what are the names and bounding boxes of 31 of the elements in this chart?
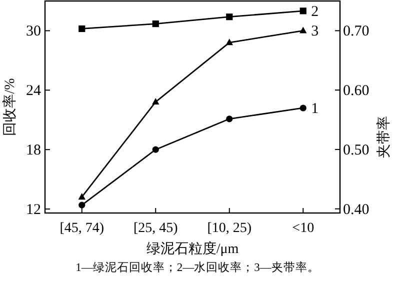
y-tick-label: 24 <box>26 83 42 100</box>
x-tick-label: [10, 25) <box>207 221 252 236</box>
y-tick-label: 30 <box>26 24 41 40</box>
series-label: 1 <box>311 100 319 117</box>
y2-tick-label: 0.40 <box>343 202 370 218</box>
point <box>78 202 86 208</box>
y-tick-label: 18 <box>26 142 41 159</box>
y2-tick-label: 0.50 <box>343 142 370 158</box>
series-label: 2 <box>311 4 319 20</box>
x-tick-label: [45, 74) <box>60 221 104 236</box>
point <box>152 146 159 153</box>
x-tick-label: [25, 45) <box>133 221 178 236</box>
series-label: 3 <box>311 24 319 40</box>
point <box>226 14 233 20</box>
point <box>152 98 160 105</box>
point <box>300 8 306 14</box>
point <box>226 38 233 46</box>
y2-axis-title: 夹带率 <box>376 116 392 158</box>
point <box>226 116 233 122</box>
point <box>152 20 159 28</box>
x-tick-label: <10 <box>292 221 314 236</box>
text: 1—绿泥石回收率；2—水回收率；3—夹带率。 <box>76 260 320 274</box>
y-tick-label: 12 <box>26 202 41 218</box>
x-axis-title: 绿泥石粒度/μm <box>146 241 239 257</box>
y2-tick-label: 0.70 <box>343 24 370 40</box>
point <box>78 25 86 32</box>
point <box>300 26 307 34</box>
y-axis-title: 回收率/% <box>2 78 18 136</box>
point <box>300 104 306 112</box>
point <box>78 192 86 200</box>
y2-tick-label: 0.60 <box>343 83 370 100</box>
